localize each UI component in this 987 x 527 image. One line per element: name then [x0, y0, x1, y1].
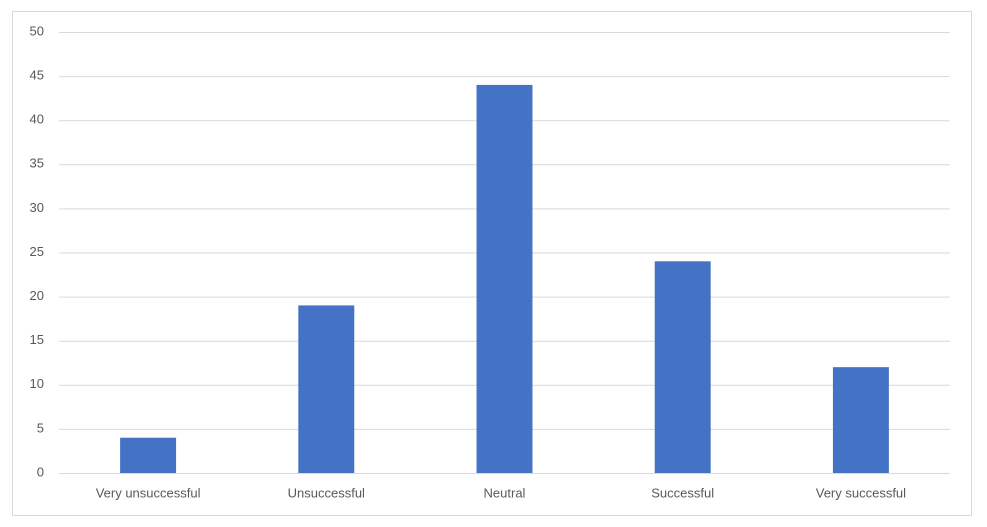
y-tick-label: 50	[30, 23, 44, 38]
y-tick-label: 10	[30, 376, 44, 391]
bar	[476, 84, 533, 474]
y-tick-label: 0	[37, 464, 44, 479]
y-tick-label: 25	[30, 244, 44, 259]
bar	[120, 437, 177, 473]
bar	[298, 305, 355, 473]
bar	[832, 367, 889, 473]
x-tick-label: Unsuccessful	[288, 485, 365, 500]
y-tick-label: 40	[30, 112, 44, 127]
x-tick-label: Successful	[651, 485, 714, 500]
x-tick-label: Neutral	[484, 485, 526, 500]
x-tick-label: Very successful	[816, 485, 906, 500]
bar	[654, 261, 711, 473]
y-tick-label: 35	[30, 156, 44, 171]
y-tick-label: 5	[37, 420, 44, 435]
x-tick-label: Very unsuccessful	[96, 485, 201, 500]
y-tick-label: 45	[30, 68, 44, 83]
y-tick-label: 30	[30, 200, 44, 215]
y-tick-label: 15	[30, 332, 44, 347]
y-tick-label: 20	[30, 288, 44, 303]
